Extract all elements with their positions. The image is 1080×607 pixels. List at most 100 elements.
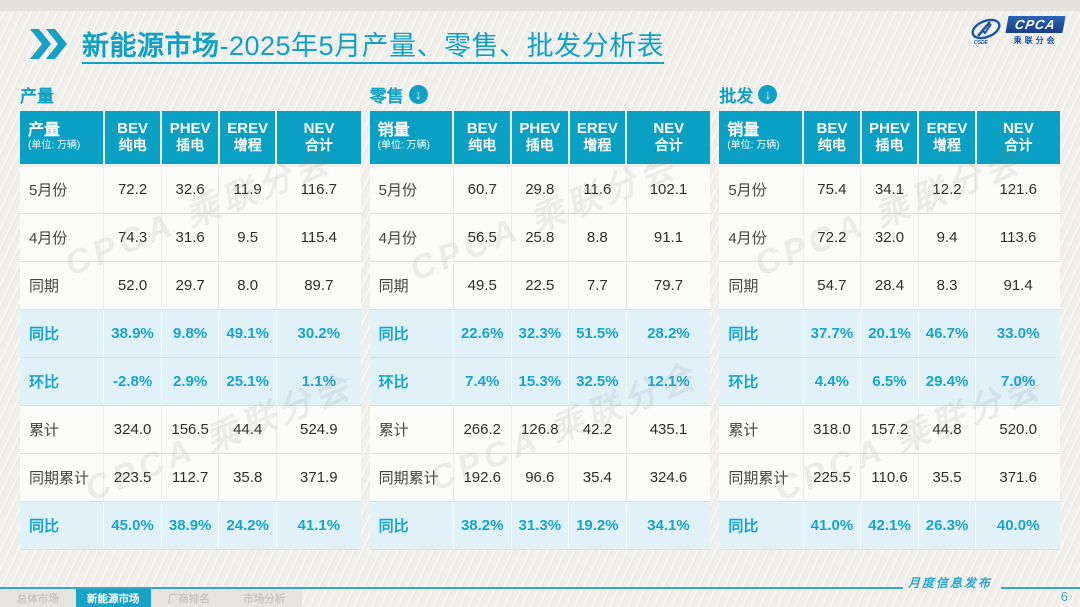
table-row: 同比 38.9% 9.8% 49.1% 30.2%: [20, 309, 361, 358]
corner-title: 销量: [377, 122, 410, 140]
cell-value: 49.5: [452, 261, 512, 310]
cell-value: 435.1: [625, 405, 711, 454]
cell-value: 28.4: [860, 261, 919, 310]
column-header: NEV 合计: [275, 111, 361, 167]
cell-value: 121.6: [975, 165, 1060, 214]
cell-value: 22.5: [510, 261, 569, 310]
cell-value: 8.3: [917, 261, 976, 310]
cell-value: 89.7: [275, 261, 361, 310]
row-label: 同比: [369, 309, 454, 358]
section-head-wholesale: 批发 ↓: [719, 82, 1060, 107]
cell-value: 40.0%: [975, 501, 1060, 550]
cell-value: 11.9: [218, 165, 277, 214]
column-header-en: PHEV: [869, 120, 910, 138]
cell-value: 157.2: [860, 405, 919, 454]
cell-value: 8.0: [218, 261, 277, 310]
table-row: 累计 266.2 126.8 42.2 435.1: [369, 405, 711, 454]
cell-value: 42.2: [568, 405, 627, 454]
cell-value: 4.4%: [802, 357, 861, 406]
column-header: BEV 纯电: [102, 111, 162, 167]
column-header-en: PHEV: [519, 120, 561, 138]
footer-tab-总体市场[interactable]: 总体市场: [16, 592, 59, 605]
section-head-production: 产量: [20, 82, 361, 107]
cell-value: 126.8: [510, 405, 569, 454]
down-arrow-icon: ↓: [408, 85, 428, 104]
table-row: 同期累计 223.5 112.7 35.8 371.9: [20, 453, 361, 502]
column-header-en: NEV: [1002, 120, 1034, 138]
footer-tab-市场分析[interactable]: 市场分析: [243, 592, 286, 605]
cell-value: 110.6: [860, 453, 919, 502]
cell-value: 26.3%: [917, 501, 976, 550]
cell-value: 33.0%: [975, 309, 1060, 358]
cell-value: 44.4: [218, 405, 277, 454]
double-chevron-icon: [30, 28, 67, 59]
corner-title: 产量: [28, 122, 61, 140]
cell-value: 32.3%: [510, 309, 569, 358]
release-label: 月度信息发布: [908, 576, 993, 590]
cell-value: 9.5: [218, 213, 277, 262]
column-header-en: BEV: [816, 120, 848, 138]
cell-value: 9.8%: [160, 309, 219, 358]
cpca-emblem-icon: CSDE: [971, 18, 1001, 46]
row-label: 环比: [719, 357, 804, 406]
table-row: 5月份 60.7 29.8 11.6 102.1: [369, 165, 711, 214]
table-row: 4月份 72.2 32.0 9.4 113.6: [719, 213, 1060, 262]
footer-tab-厂商排名[interactable]: 厂商排名: [167, 592, 210, 605]
corner-header: 销量 (单位: 万辆): [719, 111, 804, 167]
cell-value: 91.4: [975, 261, 1060, 310]
column-header-en: BEV: [466, 120, 498, 138]
cell-value: 44.8: [917, 405, 976, 454]
row-label: 5月份: [20, 165, 104, 214]
column-header-zh: 插电: [875, 137, 904, 154]
column-header-en: EREV: [227, 120, 269, 138]
cell-value: 34.1%: [625, 501, 711, 550]
column-header-zh: 纯电: [817, 137, 846, 154]
row-label: 累计: [20, 405, 104, 454]
cell-value: 25.1%: [218, 357, 277, 406]
cell-value: 51.5%: [568, 309, 627, 358]
footer-tabbar: 总体市场 新能源市场 厂商排名 市场分析: [0, 589, 302, 607]
corner-title: 销量: [727, 122, 760, 140]
table-row: 同期 49.5 22.5 7.7 79.7: [369, 261, 711, 310]
corner-header: 产量 (单位: 万辆): [20, 111, 104, 167]
cell-value: 34.1: [860, 165, 919, 214]
row-label: 同期: [719, 261, 804, 310]
row-label: 同期累计: [369, 453, 454, 502]
cell-value: 54.7: [802, 261, 861, 310]
row-label: 环比: [369, 357, 454, 406]
table-row: 同比 38.2% 31.3% 19.2% 34.1%: [369, 501, 711, 550]
section-label: 产量: [20, 87, 54, 106]
header-row: 产量 (单位: 万辆) BEV 纯电 PHEV 插电 EREV 增程 NEV 合计: [20, 111, 361, 167]
cell-value: 9.4: [917, 213, 976, 262]
column-header: PHEV 插电: [510, 111, 569, 167]
column-header-zh: 插电: [176, 137, 205, 154]
cell-value: 102.1: [625, 165, 711, 214]
row-label: 环比: [20, 357, 104, 406]
corner-header: 销量 (单位: 万辆): [369, 111, 454, 167]
row-label: 5月份: [369, 165, 454, 214]
cell-value: 112.7: [160, 453, 219, 502]
cell-value: 1.1%: [275, 357, 361, 406]
cell-value: 46.7%: [917, 309, 976, 358]
cell-value: 25.8: [510, 213, 569, 262]
column-header-zh: 增程: [583, 137, 612, 154]
table-row: 环比 7.4% 15.3% 32.5% 12.1%: [369, 357, 711, 406]
row-label: 累计: [369, 405, 454, 454]
cell-value: 19.2%: [568, 501, 627, 550]
cell-value: 60.7: [452, 165, 512, 214]
table-section-retail: 零售 ↓ 销量 (单位: 万辆) BEV 纯电 PHEV 插电 EREV 增程 NEV 合计 5月份 60…: [369, 82, 711, 550]
row-label: 同比: [369, 501, 454, 550]
cell-value: 45.0%: [103, 501, 162, 550]
cell-value: 35.5: [917, 453, 976, 502]
column-header-zh: 合计: [305, 137, 334, 154]
header-row: 销量 (单位: 万辆) BEV 纯电 PHEV 插电 EREV 增程 NEV 合计: [369, 111, 711, 167]
column-header-zh: 增程: [233, 137, 262, 154]
svg-text:CSDE: CSDE: [974, 40, 989, 46]
cell-value: 115.4: [275, 213, 361, 262]
row-label: 累计: [719, 405, 804, 454]
cell-value: 32.6: [160, 165, 219, 214]
footer-tab-新能源市场[interactable]: 新能源市场: [75, 589, 151, 607]
column-header-zh: 增程: [933, 137, 962, 154]
cell-value: 79.7: [625, 261, 711, 310]
column-header-zh: 合计: [1004, 137, 1033, 154]
